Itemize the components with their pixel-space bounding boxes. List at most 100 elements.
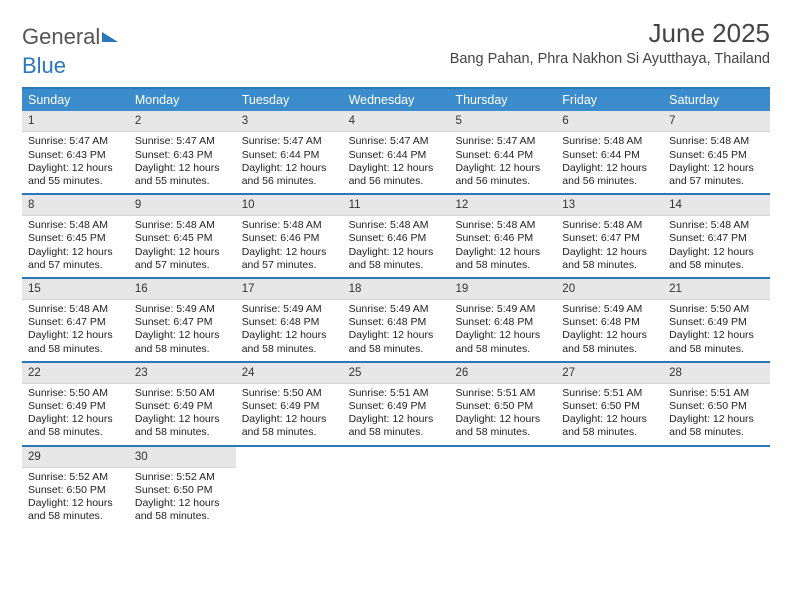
sunset-line: Sunset: 6:49 PM: [669, 316, 764, 329]
day-details: Sunrise: 5:47 AMSunset: 6:44 PMDaylight:…: [236, 132, 343, 193]
daylight-line: Daylight: 12 hours and 58 minutes.: [242, 329, 337, 355]
day-number: 4: [343, 111, 450, 132]
weekday-header: Thursday: [449, 89, 556, 111]
calendar-page: General June 2025 Bang Pahan, Phra Nakho…: [0, 0, 792, 546]
sunset-line: Sunset: 6:48 PM: [349, 316, 444, 329]
daylight-line: Daylight: 12 hours and 58 minutes.: [669, 246, 764, 272]
week-row: 1Sunrise: 5:47 AMSunset: 6:43 PMDaylight…: [22, 111, 770, 195]
day-number: 24: [236, 363, 343, 384]
month-title: June 2025: [450, 18, 770, 49]
daylight-line: Daylight: 12 hours and 58 minutes.: [135, 329, 230, 355]
day-details: Sunrise: 5:50 AMSunset: 6:49 PMDaylight:…: [22, 384, 129, 445]
logo-sail-icon: [102, 32, 118, 42]
day-cell: 4Sunrise: 5:47 AMSunset: 6:44 PMDaylight…: [343, 111, 450, 193]
day-cell: 8Sunrise: 5:48 AMSunset: 6:45 PMDaylight…: [22, 195, 129, 277]
day-number: 5: [449, 111, 556, 132]
sunrise-line: Sunrise: 5:47 AM: [135, 135, 230, 148]
day-number: 16: [129, 279, 236, 300]
sunset-line: Sunset: 6:46 PM: [349, 232, 444, 245]
sunrise-line: Sunrise: 5:48 AM: [669, 219, 764, 232]
day-details: Sunrise: 5:49 AMSunset: 6:48 PMDaylight:…: [449, 300, 556, 361]
day-number: 29: [22, 447, 129, 468]
weekday-header: Tuesday: [236, 89, 343, 111]
day-number: 27: [556, 363, 663, 384]
daylight-line: Daylight: 12 hours and 58 minutes.: [349, 246, 444, 272]
day-number: 28: [663, 363, 770, 384]
day-details: Sunrise: 5:50 AMSunset: 6:49 PMDaylight:…: [129, 384, 236, 445]
day-cell: 22Sunrise: 5:50 AMSunset: 6:49 PMDayligh…: [22, 363, 129, 445]
daylight-line: Daylight: 12 hours and 57 minutes.: [669, 162, 764, 188]
week-row: 8Sunrise: 5:48 AMSunset: 6:45 PMDaylight…: [22, 195, 770, 279]
day-number: 7: [663, 111, 770, 132]
day-details: Sunrise: 5:47 AMSunset: 6:43 PMDaylight:…: [129, 132, 236, 193]
day-details: Sunrise: 5:50 AMSunset: 6:49 PMDaylight:…: [663, 300, 770, 361]
day-number: 6: [556, 111, 663, 132]
sunrise-line: Sunrise: 5:51 AM: [455, 387, 550, 400]
sunrise-line: Sunrise: 5:51 AM: [562, 387, 657, 400]
day-cell: 30Sunrise: 5:52 AMSunset: 6:50 PMDayligh…: [129, 447, 236, 529]
week-row: 22Sunrise: 5:50 AMSunset: 6:49 PMDayligh…: [22, 363, 770, 447]
sunset-line: Sunset: 6:43 PM: [135, 149, 230, 162]
daylight-line: Daylight: 12 hours and 56 minutes.: [562, 162, 657, 188]
sunrise-line: Sunrise: 5:48 AM: [135, 219, 230, 232]
empty-cell: [449, 447, 556, 529]
sunrise-line: Sunrise: 5:50 AM: [669, 303, 764, 316]
sunset-line: Sunset: 6:50 PM: [562, 400, 657, 413]
day-details: Sunrise: 5:48 AMSunset: 6:46 PMDaylight:…: [236, 216, 343, 277]
sunrise-line: Sunrise: 5:50 AM: [28, 387, 123, 400]
sunset-line: Sunset: 6:50 PM: [455, 400, 550, 413]
day-cell: 24Sunrise: 5:50 AMSunset: 6:49 PMDayligh…: [236, 363, 343, 445]
sunrise-line: Sunrise: 5:52 AM: [135, 471, 230, 484]
sunset-line: Sunset: 6:44 PM: [349, 149, 444, 162]
sunset-line: Sunset: 6:47 PM: [28, 316, 123, 329]
day-number: 11: [343, 195, 450, 216]
day-number: 10: [236, 195, 343, 216]
day-number: 20: [556, 279, 663, 300]
day-details: Sunrise: 5:48 AMSunset: 6:46 PMDaylight:…: [449, 216, 556, 277]
daylight-line: Daylight: 12 hours and 58 minutes.: [562, 413, 657, 439]
sunrise-line: Sunrise: 5:48 AM: [28, 219, 123, 232]
day-number: 13: [556, 195, 663, 216]
day-number: 1: [22, 111, 129, 132]
week-row: 15Sunrise: 5:48 AMSunset: 6:47 PMDayligh…: [22, 279, 770, 363]
sunset-line: Sunset: 6:47 PM: [562, 232, 657, 245]
sunset-line: Sunset: 6:43 PM: [28, 149, 123, 162]
day-number: 17: [236, 279, 343, 300]
sunrise-line: Sunrise: 5:51 AM: [669, 387, 764, 400]
title-block: June 2025 Bang Pahan, Phra Nakhon Si Ayu…: [450, 18, 770, 67]
day-details: Sunrise: 5:50 AMSunset: 6:49 PMDaylight:…: [236, 384, 343, 445]
sunset-line: Sunset: 6:44 PM: [455, 149, 550, 162]
sunrise-line: Sunrise: 5:50 AM: [242, 387, 337, 400]
sunrise-line: Sunrise: 5:49 AM: [135, 303, 230, 316]
day-cell: 16 Sunrise: 5:49 AMSunset: 6:47 PMDayligh…: [129, 279, 236, 361]
day-details: Sunrise: 5:49 AMSunset: 6:48 PMDaylight:…: [236, 300, 343, 361]
day-cell: 15Sunrise: 5:48 AMSunset: 6:47 PMDayligh…: [22, 279, 129, 361]
sunrise-line: Sunrise: 5:47 AM: [242, 135, 337, 148]
day-cell: 28Sunrise: 5:51 AMSunset: 6:50 PMDayligh…: [663, 363, 770, 445]
day-cell: 25Sunrise: 5:51 AMSunset: 6:49 PMDayligh…: [343, 363, 450, 445]
sunset-line: Sunset: 6:48 PM: [242, 316, 337, 329]
day-cell: 14Sunrise: 5:48 AMSunset: 6:47 PMDayligh…: [663, 195, 770, 277]
day-number: 8: [22, 195, 129, 216]
daylight-line: Daylight: 12 hours and 58 minutes.: [455, 246, 550, 272]
day-details: Sunrise: 5:48 AMSunset: 6:47 PMDaylight:…: [663, 216, 770, 277]
day-details: Sunrise: 5:47 AMSunset: 6:44 PMDaylight:…: [343, 132, 450, 193]
daylight-line: Daylight: 12 hours and 55 minutes.: [135, 162, 230, 188]
weekday-header-row: SundayMondayTuesdayWednesdayThursdayFrid…: [22, 89, 770, 111]
day-number: 22: [22, 363, 129, 384]
weekday-header: Wednesday: [343, 89, 450, 111]
empty-cell: [343, 447, 450, 529]
sunrise-line: Sunrise: 5:47 AM: [349, 135, 444, 148]
sunset-line: Sunset: 6:44 PM: [242, 149, 337, 162]
sunset-line: Sunset: 6:47 PM: [135, 316, 230, 329]
day-details: Sunrise: 5:48 AMSunset: 6:44 PMDaylight:…: [556, 132, 663, 193]
daylight-line: Daylight: 12 hours and 58 minutes.: [28, 329, 123, 355]
day-cell: 11 Sunrise: 5:48 AMSunset: 6:46 PMDayligh…: [343, 195, 450, 277]
sunrise-line: Sunrise: 5:49 AM: [349, 303, 444, 316]
sunset-line: Sunset: 6:46 PM: [455, 232, 550, 245]
day-cell: 20Sunrise: 5:49 AMSunset: 6:48 PMDayligh…: [556, 279, 663, 361]
daylight-line: Daylight: 12 hours and 58 minutes.: [669, 329, 764, 355]
day-details: Sunrise: 5:51 AMSunset: 6:50 PMDaylight:…: [556, 384, 663, 445]
sunrise-line: Sunrise: 5:48 AM: [349, 219, 444, 232]
day-details: Sunrise: 5:48 AMSunset: 6:47 PMDaylight:…: [22, 300, 129, 361]
